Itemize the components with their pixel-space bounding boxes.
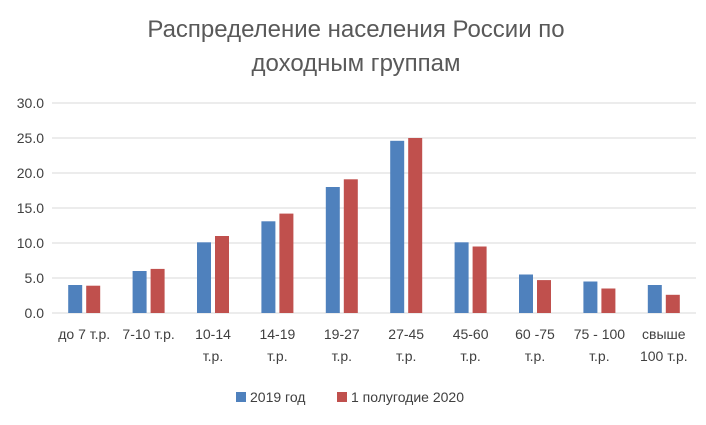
bar-series-2 <box>86 285 101 313</box>
x-tick-label: 60 -75 <box>515 326 555 342</box>
chart-title-line-2: доходным группам <box>252 50 461 77</box>
y-tick-label: 30.0 <box>17 95 44 111</box>
bar-series-1 <box>325 187 340 313</box>
x-tick-label: свыше <box>642 326 686 342</box>
bar-series-2 <box>601 288 616 313</box>
bar-series-1 <box>454 242 469 313</box>
y-tick-label: 5.0 <box>25 270 45 286</box>
x-tick-label: 45-60 <box>453 326 489 342</box>
chart-title-line-1: Распределение населения России по <box>147 16 564 43</box>
bar-series-1 <box>68 285 83 313</box>
bar-series-1 <box>261 221 276 313</box>
bar-series-1 <box>390 140 405 313</box>
bar-series-2 <box>150 268 165 313</box>
x-tick-label: 100 т.р. <box>640 348 688 364</box>
x-tick-label: т.р. <box>267 348 287 364</box>
bar-series-1 <box>583 281 598 313</box>
bar-series-2 <box>279 213 294 313</box>
legend-swatch <box>337 392 347 402</box>
x-tick-label: т.р. <box>203 348 223 364</box>
legend-label: 2019 год <box>250 389 305 405</box>
y-axis-tick-labels: 0.0 5.0 10.0 15.0 20.0 25.0 30.0 <box>17 95 44 321</box>
bar-series-1 <box>519 274 533 313</box>
x-tick-label: 7-10 т.р. <box>122 326 174 342</box>
x-tick-label: 10-14 <box>195 326 231 342</box>
bar-series-1 <box>647 285 662 313</box>
x-tick-label: т.р. <box>525 348 545 364</box>
legend-swatch <box>236 392 246 402</box>
y-tick-label: 10.0 <box>17 235 44 251</box>
x-tick-label: 27-45 <box>388 326 424 342</box>
y-tick-label: 20.0 <box>17 165 44 181</box>
x-axis-tick-labels: до 7 т.р. 7-10 т.р. 10-14 т.р. 14-19 т.р. 19-2… <box>58 326 687 364</box>
x-tick-label: т.р. <box>332 348 352 364</box>
y-tick-label: 0.0 <box>25 305 45 321</box>
bar-series-2 <box>215 236 229 313</box>
bars <box>68 138 680 313</box>
x-tick-label: 19-27 <box>324 326 360 342</box>
bar-series-1 <box>132 271 147 313</box>
gridlines <box>52 102 696 314</box>
y-tick-label: 15.0 <box>17 200 44 216</box>
x-tick-label: т.р. <box>396 348 416 364</box>
x-tick-label: т.р. <box>589 348 609 364</box>
x-tick-label: до 7 т.р. <box>58 326 110 342</box>
bar-series-1 <box>197 242 211 313</box>
chart-title: Распределение населения России по доходн… <box>147 16 564 77</box>
bar-series-2 <box>408 138 423 313</box>
bar-series-2 <box>537 280 551 313</box>
bar-series-2 <box>472 246 487 313</box>
legend: 2019 год 1 полугодие 2020 <box>236 389 464 405</box>
bar-series-2 <box>665 294 680 313</box>
legend-label: 1 полугодие 2020 <box>351 389 464 405</box>
x-tick-label: 75 - 100 <box>574 326 626 342</box>
x-tick-label: т.р. <box>460 348 480 364</box>
y-tick-label: 25.0 <box>17 130 44 146</box>
bar-series-2 <box>343 179 358 313</box>
x-tick-label: 14-19 <box>259 326 295 342</box>
